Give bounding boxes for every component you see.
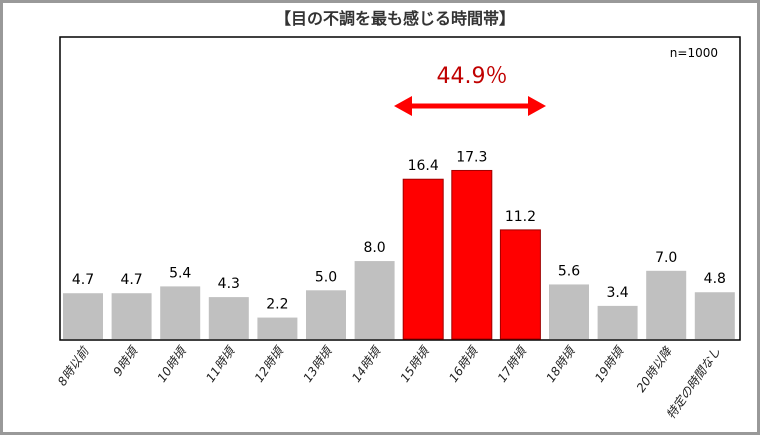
- bar-6: [354, 261, 395, 339]
- data-label-5: 5.0: [315, 269, 337, 285]
- x-tick-label-7: 15時頃: [398, 343, 433, 385]
- data-label-2: 5.4: [169, 265, 191, 281]
- data-label-4: 2.2: [266, 297, 288, 313]
- bar-7: [402, 178, 444, 340]
- bar-11: [597, 305, 638, 339]
- x-tick-label-9: 17時頃: [495, 343, 530, 385]
- bar-9: [499, 229, 541, 340]
- x-tick-label-6: 14時頃: [349, 343, 384, 385]
- double-arrow-icon: [394, 96, 546, 116]
- data-label-10: 5.6: [558, 263, 580, 279]
- data-label-12: 7.0: [655, 250, 677, 266]
- x-tick-label-13: 特定の時間なし: [664, 345, 724, 422]
- highlight-total-annotation: 44.9％: [437, 64, 508, 89]
- data-label-9: 11.2: [505, 209, 536, 225]
- bar-4: [257, 317, 298, 339]
- x-tick-label-4: 12時頃: [252, 343, 287, 385]
- bar-3: [208, 297, 249, 339]
- x-tick-label-3: 11時頃: [203, 343, 238, 385]
- bar-12: [646, 270, 687, 339]
- x-tick-label-5: 13時頃: [300, 343, 335, 385]
- sample-size-note: n=1000: [670, 46, 718, 60]
- bar-13: [694, 292, 735, 339]
- x-tick-label-11: 19時頃: [592, 343, 627, 385]
- data-label-3: 4.3: [218, 276, 240, 292]
- x-tick-label-1: 9時頃: [110, 343, 141, 379]
- data-label-0: 4.7: [72, 272, 94, 288]
- bar-8: [451, 169, 493, 340]
- bar-0: [63, 293, 103, 339]
- data-label-6: 8.0: [363, 240, 385, 256]
- x-tick-label-12: 20時以降: [634, 344, 675, 395]
- bar-1: [111, 293, 152, 339]
- data-label-8: 17.3: [456, 149, 487, 165]
- bar-5: [306, 290, 346, 339]
- data-label-7: 16.4: [408, 158, 439, 174]
- x-tick-label-0: 8時以前: [55, 343, 93, 388]
- x-tick-label-8: 16時頃: [446, 343, 481, 385]
- data-label-1: 4.7: [120, 272, 142, 288]
- x-tick-label-2: 10時頃: [155, 343, 190, 385]
- bar-10: [549, 284, 589, 339]
- plot-area: [59, 36, 741, 341]
- chart-title: 【目の不調を最も感じる時間帯】: [275, 9, 515, 28]
- data-label-13: 4.8: [704, 271, 726, 287]
- x-tick-label-10: 18時頃: [543, 343, 578, 385]
- data-label-11: 3.4: [606, 285, 628, 301]
- bar-2: [160, 286, 201, 339]
